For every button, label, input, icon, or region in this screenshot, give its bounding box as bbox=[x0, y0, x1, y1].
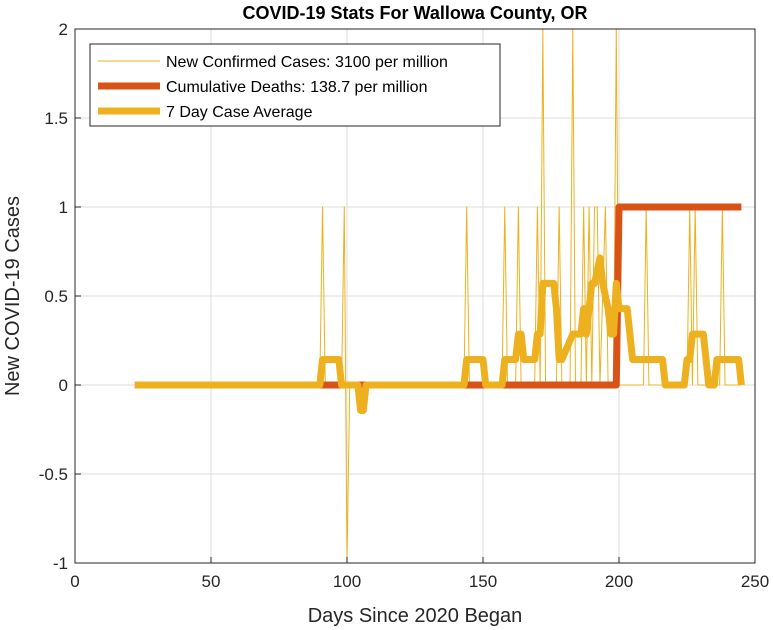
x-tick-label: 150 bbox=[469, 572, 497, 591]
y-tick-label: 1.5 bbox=[44, 109, 68, 128]
x-axis-label: Days Since 2020 Began bbox=[308, 605, 523, 627]
x-tick-label: 200 bbox=[605, 572, 633, 591]
y-tick-label: 2 bbox=[59, 20, 68, 39]
y-tick-label: 1 bbox=[59, 198, 68, 217]
series-layer bbox=[134, 29, 745, 563]
chart-title: COVID-19 Stats For Wallowa County, OR bbox=[242, 3, 587, 23]
x-tick-label: 250 bbox=[741, 572, 769, 591]
legend-label-average: 7 Day Case Average bbox=[166, 104, 313, 121]
new-cases-line bbox=[134, 29, 742, 563]
y-tick-label: -0.5 bbox=[39, 465, 68, 484]
y-axis-label: New COVID-19 Cases bbox=[2, 196, 24, 396]
legend-label-new-cases: New Confirmed Cases: 3100 per million bbox=[166, 54, 448, 71]
seven-day-average-line bbox=[134, 254, 745, 414]
y-tick-label: -1 bbox=[53, 554, 68, 573]
legend: New Confirmed Cases: 3100 per million Cu… bbox=[89, 43, 501, 127]
ticks: 0 50 100 150 200 250 -1 -0.5 0 0.5 1 1.5 2 bbox=[39, 20, 769, 591]
legend-label-deaths: Cumulative Deaths: 138.7 per million bbox=[166, 79, 427, 96]
y-tick-label: 0 bbox=[59, 376, 68, 395]
x-tick-label: 0 bbox=[70, 572, 79, 591]
y-tick-label: 0.5 bbox=[44, 287, 68, 306]
x-tick-label: 50 bbox=[202, 572, 221, 591]
x-tick-label: 100 bbox=[333, 572, 361, 591]
